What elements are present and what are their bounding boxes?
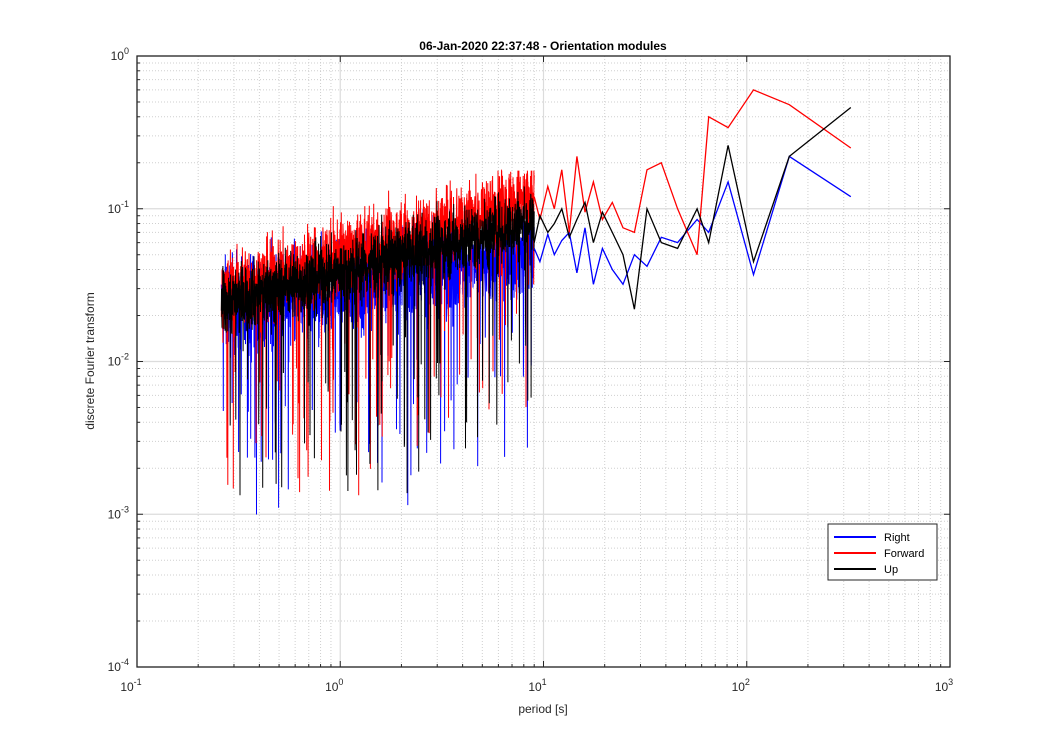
legend-label-right: Right <box>884 532 910 544</box>
x-tick-label: 10-1 <box>120 677 141 694</box>
x-tick-label: 103 <box>935 677 953 694</box>
y-tick-label: 10-2 <box>108 352 129 369</box>
chart-title: 06-Jan-2020 22:37:48 - Orientation modul… <box>419 39 667 53</box>
x-tick-label: 102 <box>732 677 750 694</box>
series-lines <box>533 89 852 310</box>
legend-label-up: Up <box>884 564 898 576</box>
noise-trace-up <box>220 186 535 496</box>
y-axis-label: discrete Fourier transform <box>83 292 97 429</box>
axis-ticks: 10-1 100 101 102 103 10-4 10-3 10-2 10-1 100 <box>108 46 954 694</box>
y-tick-label: 10-4 <box>108 657 129 674</box>
legend-label-forward: Forward <box>884 548 924 560</box>
y-tick-label: 10-3 <box>108 504 129 521</box>
legend: Right Forward Up <box>827 523 938 581</box>
series-line-right <box>533 155 852 286</box>
x-axis-label: period [s] <box>518 702 567 716</box>
x-tick-label: 101 <box>528 677 546 694</box>
series-line-up <box>533 106 852 310</box>
series-line-forward <box>533 89 852 255</box>
y-tick-label: 100 <box>111 46 129 63</box>
y-tick-label: 10-1 <box>108 199 129 216</box>
spectrum-high-frequency-region <box>220 168 535 515</box>
x-tick-label: 100 <box>325 677 343 694</box>
